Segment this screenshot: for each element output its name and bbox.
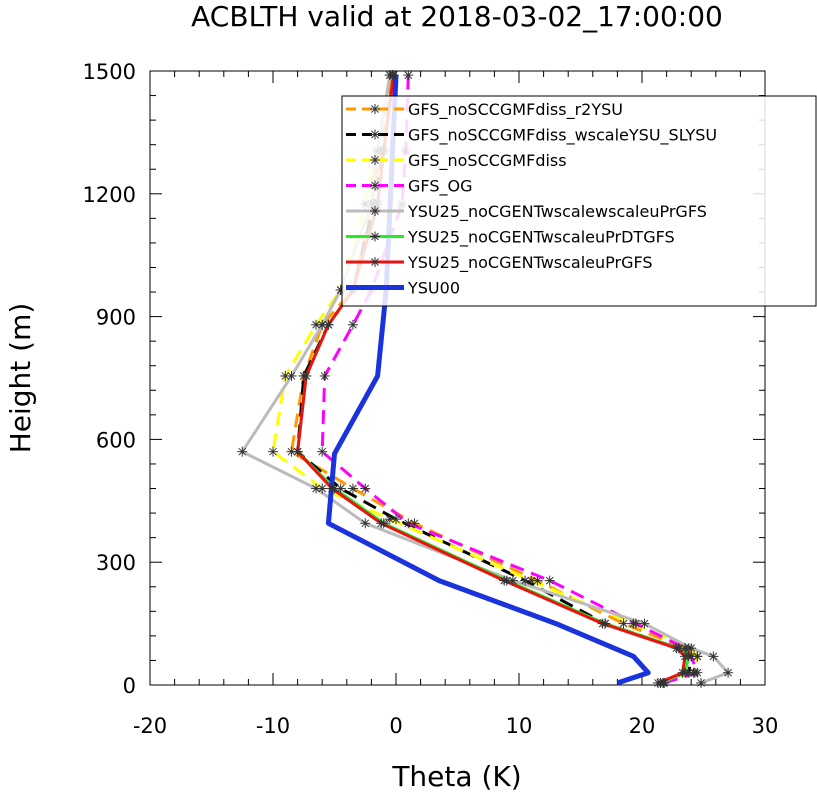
data-point-4-4	[639, 618, 650, 629]
series-line-7	[325, 74, 651, 686]
data-point-3-14	[403, 70, 414, 81]
legend-label-3: GFS_OG	[408, 177, 472, 197]
x-tick-label: 10	[506, 714, 533, 738]
data-point-3-4	[630, 618, 641, 629]
data-point-3-1	[692, 667, 703, 678]
data-point-6-3	[671, 643, 682, 654]
legend-label-4: YSU25_noCGENTwscalewscaleuPrGFS	[407, 202, 707, 222]
data-point-6-14	[388, 70, 399, 81]
legend-marker-4	[370, 206, 380, 216]
data-point-3-9	[319, 370, 330, 381]
x-axis-label: Theta (K)	[391, 760, 521, 793]
legend-label-0: GFS_noSCCGMFdiss_r2YSU	[408, 100, 623, 120]
y-tick-label: 900	[96, 306, 136, 330]
data-point-2-5	[526, 575, 537, 586]
data-point-6-1	[677, 667, 688, 678]
data-point-6-4	[597, 618, 608, 629]
data-point-2-8	[268, 446, 278, 457]
legend-label-1: GFS_noSCCGMFdiss_wscaleYSU_SLYSU	[408, 126, 717, 146]
legend-label-6: YSU25_noCGENTwscaleuPrGFS	[407, 253, 653, 273]
data-point-4-1	[723, 667, 734, 678]
legend-label-5: YSU25_noCGENTwscaleuPrDTGFS	[407, 228, 675, 248]
data-point-4-9	[286, 370, 297, 381]
legend-marker-3	[370, 180, 380, 191]
x-tick-label: 0	[389, 714, 402, 738]
legend-marker-6	[370, 257, 380, 267]
x-tick-label: -10	[256, 714, 290, 738]
data-point-3-7	[360, 483, 371, 494]
x-tick-label: -20	[133, 714, 167, 738]
data-point-2-7	[317, 483, 328, 494]
y-tick-label: 0	[123, 674, 136, 698]
data-point-0-5	[532, 575, 543, 586]
data-point-4-8	[237, 446, 248, 457]
chart-title: ACBLTH valid at 2018-03-02_17:00:00	[191, 0, 723, 33]
legend-label-7: YSU00	[407, 279, 460, 298]
data-point-4-6	[360, 518, 371, 529]
data-point-6-0	[652, 677, 663, 688]
legend: GFS_noSCCGMFdiss_r2YSU GFS_noSCCGMFdiss_w…	[341, 95, 817, 307]
data-point-4-3	[686, 643, 697, 654]
data-point-3-10	[347, 319, 358, 330]
data-point-6-5	[499, 575, 510, 586]
data-point-4-7	[311, 483, 322, 494]
legend-label-2: GFS_noSCCGMFdiss	[408, 151, 567, 171]
data-point-6-7	[327, 483, 338, 494]
data-point-2-2	[692, 651, 703, 662]
data-point-2-6	[384, 514, 395, 525]
data-point-6-6	[376, 518, 387, 529]
y-tick-label: 600	[96, 428, 136, 452]
plot-frame	[149, 70, 766, 686]
data-point-1-5	[520, 575, 531, 586]
data-point-3-8	[317, 446, 328, 457]
data-point-6-2	[680, 651, 691, 662]
x-tick-label: 20	[629, 714, 656, 738]
x-tick-label: 30	[752, 714, 779, 738]
legend-marker-1	[370, 129, 380, 140]
y-tick-label: 1500	[83, 60, 136, 84]
legend-marker-0	[370, 104, 380, 114]
data-point-3-6	[403, 518, 414, 529]
data-point-6-9	[301, 370, 312, 381]
data-point-6-10	[323, 319, 334, 330]
data-point-0-4	[618, 618, 629, 629]
legend-marker-2	[370, 155, 380, 165]
y-tick-label: 1200	[83, 183, 136, 207]
legend-marker-5	[370, 231, 380, 242]
data-point-4-0	[696, 677, 707, 688]
data-point-2-9	[280, 370, 291, 381]
y-axis-label: Height (m)	[4, 303, 37, 454]
data-point-6-8	[292, 446, 303, 457]
legend-box	[341, 95, 817, 307]
data-point-4-2	[708, 651, 719, 662]
y-tick-label: 300	[96, 551, 136, 575]
data-point-0-7	[347, 483, 358, 494]
data-point-3-5	[544, 575, 555, 586]
